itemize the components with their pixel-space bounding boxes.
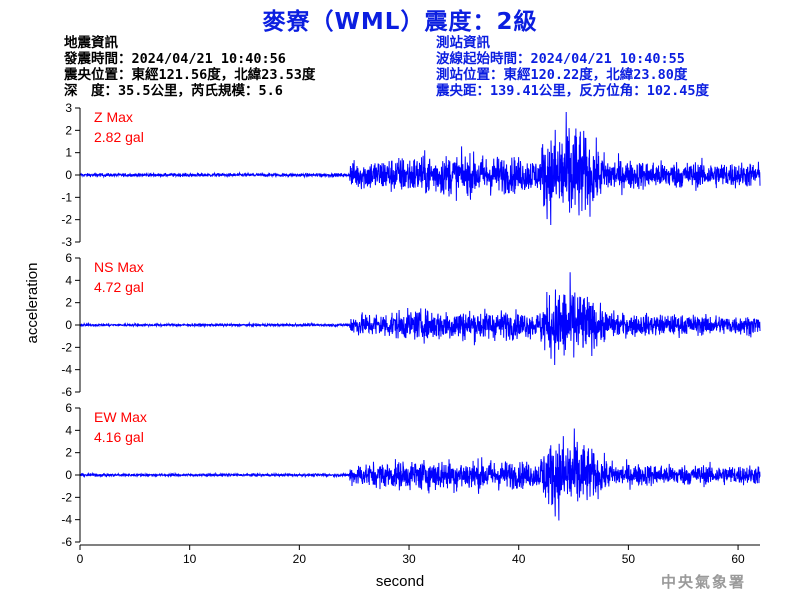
y-tick-label: -4: [61, 513, 72, 527]
y-tick-label: 0: [65, 168, 72, 182]
y-tick-label: 3: [65, 101, 72, 115]
event-info-heading: 地震資訊: [64, 35, 118, 51]
station-info: 測站資訊 波線起始時間：2024/04/21 10:40:55 測站位置：東經1…: [436, 35, 709, 99]
page-title: 麥寮（WML）震度：2級: [262, 9, 538, 35]
max-label-ew: EW Max: [94, 409, 147, 425]
x-tick-label: 20: [293, 552, 307, 566]
epicenter: 震央位置：東經121.56度，北緯23.53度: [64, 67, 316, 83]
station-info-heading: 測站資訊: [436, 35, 490, 51]
x-tick-label: 0: [77, 552, 84, 566]
y-tick-label: -2: [61, 213, 72, 227]
max-value-ns: 4.72 gal: [94, 279, 144, 295]
wave-start-time: 波線起始時間：2024/04/21 10:40:55: [436, 51, 685, 67]
y-tick-label: -2: [61, 340, 72, 354]
x-tick-label: 30: [402, 552, 416, 566]
waveform-z: [79, 112, 761, 225]
x-axis-label: second: [376, 573, 424, 590]
max-label-z: Z Max: [94, 109, 133, 125]
origin-time: 發震時間：2024/04/21 10:40:56: [64, 51, 286, 67]
max-value-z: 2.82 gal: [94, 129, 144, 145]
y-tick-label: 1: [65, 146, 72, 160]
x-tick-label: 50: [622, 552, 636, 566]
y-tick-label: 4: [65, 423, 72, 437]
x-tick-label: 10: [183, 552, 197, 566]
y-tick-label: 2: [65, 296, 72, 310]
y-tick-label: 4: [65, 273, 72, 287]
x-tick-label: 40: [512, 552, 526, 566]
y-tick-label: 2: [65, 123, 72, 137]
x-tick-label: 60: [731, 552, 745, 566]
depth-magnitude: 深 度：35.5公里，芮氏規模：5.6: [64, 83, 283, 99]
max-value-ew: 4.16 gal: [94, 429, 144, 445]
y-tick-label: 0: [65, 468, 72, 482]
y-tick-label: -2: [61, 490, 72, 504]
y-tick-label: 2: [65, 446, 72, 460]
y-tick-label: 6: [65, 401, 72, 415]
y-axis-label: acceleration: [24, 263, 41, 344]
waveform-ew: [79, 428, 761, 521]
y-tick-label: -6: [61, 385, 72, 399]
y-tick-label: 0: [65, 318, 72, 332]
y-tick-label: -6: [61, 535, 72, 549]
y-tick-label: 6: [65, 251, 72, 265]
y-tick-label: -4: [61, 363, 72, 377]
waveform-ns: [79, 272, 761, 365]
station-location: 測站位置：東經120.22度，北緯23.80度: [436, 67, 688, 83]
y-tick-label: -1: [61, 190, 72, 204]
agency-footer: 中央氣象署: [660, 573, 746, 591]
y-tick-label: -3: [61, 235, 72, 249]
epicentral-distance: 震央距：139.41公里，反方位角：102.45度: [436, 83, 710, 99]
event-info: 地震資訊 發震時間：2024/04/21 10:40:56 震央位置：東經121…: [64, 35, 315, 99]
max-label-ns: NS Max: [94, 259, 144, 275]
